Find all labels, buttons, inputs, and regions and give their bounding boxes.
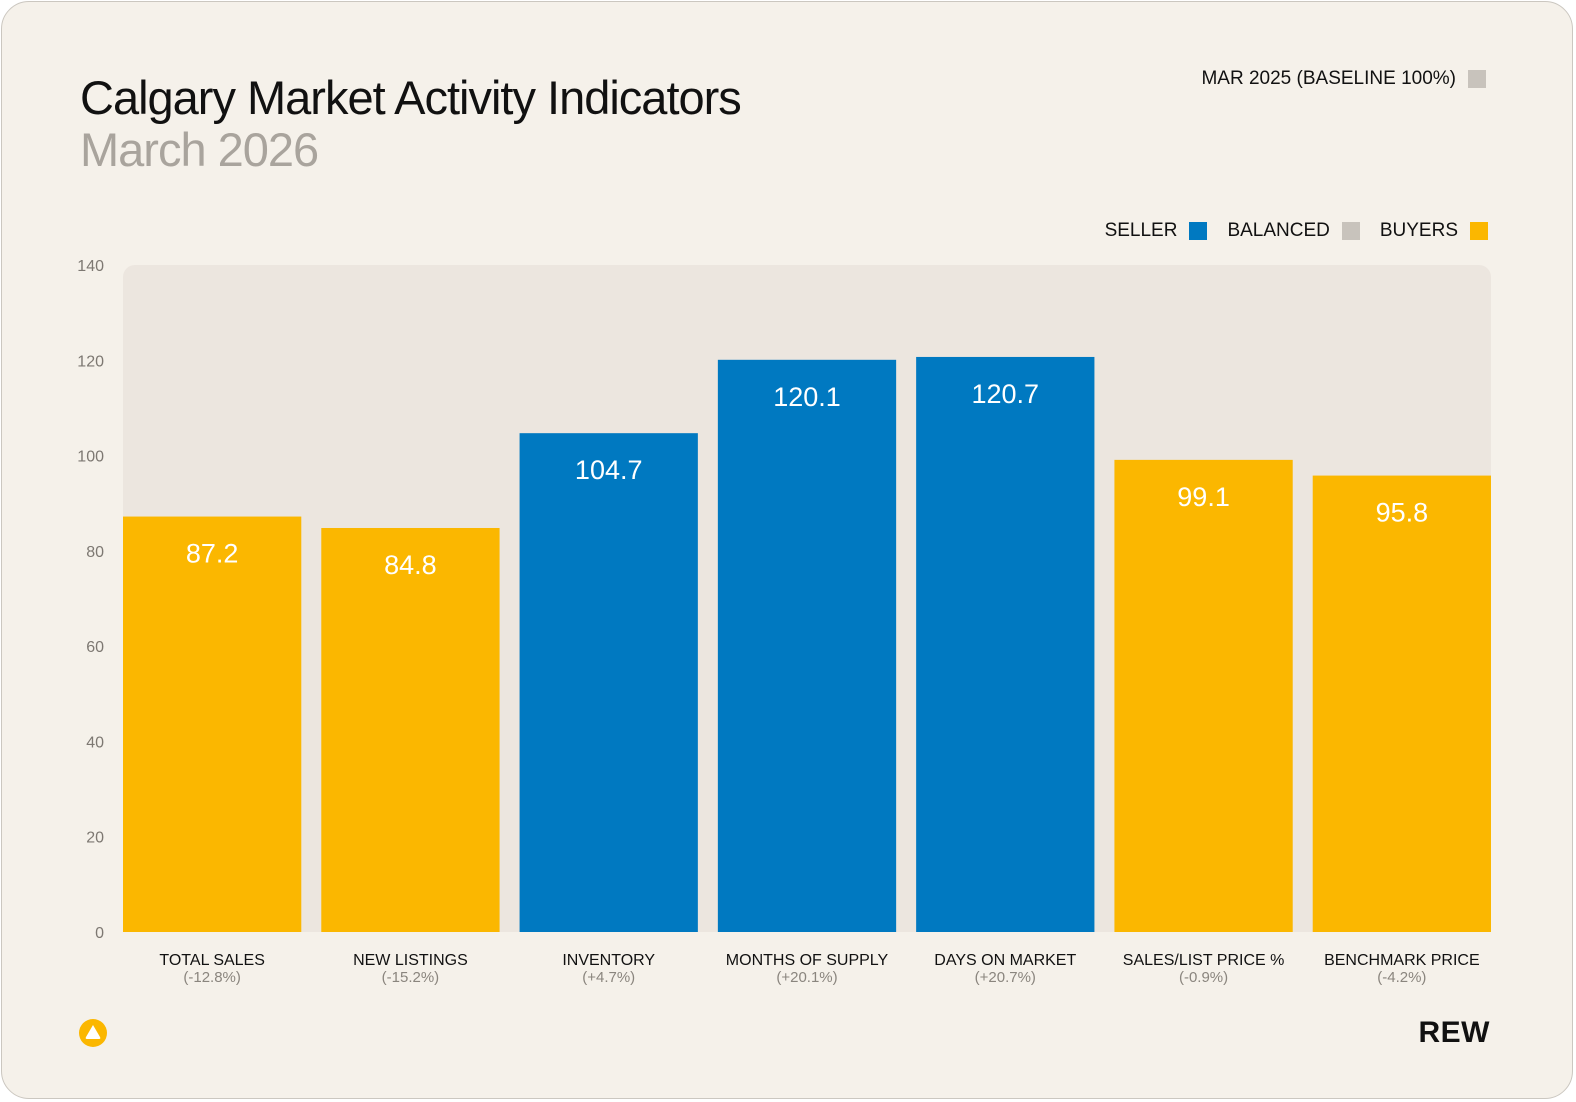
bar-value-label: 87.2: [186, 539, 239, 569]
y-tick-label: 40: [86, 734, 104, 751]
bar: [916, 356, 1095, 933]
y-tick-label: 60: [86, 639, 104, 656]
page-subtitle: March 2026: [80, 123, 319, 176]
x-category-label: MONTHS OF SUPPLY: [726, 952, 889, 969]
x-category-label: TOTAL SALES: [159, 952, 265, 969]
bar-value-label: 120.1: [773, 382, 841, 412]
legend-label-buyers: BUYERS: [1379, 220, 1458, 241]
bar-value-label: 84.8: [384, 550, 437, 580]
x-change-label: (-12.8%): [183, 969, 241, 986]
baseline-legend: MAR 2025 (BASELINE 100%): [1201, 68, 1486, 90]
bar-value-label: 104.7: [575, 455, 643, 485]
x-category-label: INVENTORY: [562, 952, 655, 969]
bar-value-label: 99.1: [1177, 482, 1230, 512]
legend-label-seller: SELLER: [1104, 220, 1178, 241]
bar-value-label: 120.7: [971, 379, 1039, 409]
y-tick-label: 100: [77, 449, 104, 466]
bar: [717, 359, 897, 932]
x-category-label: DAYS ON MARKET: [934, 952, 1076, 969]
rew-logo-icon: [79, 1019, 107, 1047]
bar: [1312, 475, 1491, 932]
x-category-label: NEW LISTINGS: [353, 952, 468, 969]
legend-swatch-seller: [1189, 222, 1208, 240]
legend-item-balanced: BALANCED: [1227, 220, 1360, 242]
x-change-label: (+20.1%): [776, 969, 837, 986]
x-category-label: SALES/LIST PRICE %: [1123, 952, 1285, 969]
x-change-label: (-4.2%): [1377, 969, 1426, 986]
x-category-label: BENCHMARK PRICE: [1324, 952, 1480, 969]
legend-item-seller: SELLER: [1105, 220, 1208, 242]
legend-swatch-buyers: [1470, 222, 1488, 240]
y-tick-label: 120: [77, 353, 104, 370]
bar: [123, 516, 302, 932]
x-change-label: (+20.7%): [975, 969, 1036, 986]
chart-legend: SELLER BALANCED BUYERS: [1105, 220, 1488, 242]
baseline-legend-label: MAR 2025 (BASELINE 100%): [1201, 68, 1456, 89]
brand-name: REW: [1418, 1016, 1490, 1049]
bar: [519, 433, 698, 932]
x-change-label: (-0.9%): [1179, 969, 1228, 986]
page-title: Calgary Market Activity Indicators: [80, 71, 742, 124]
baseline-swatch: [1468, 70, 1486, 88]
y-tick-label: 80: [86, 544, 104, 561]
x-change-label: (+4.7%): [582, 969, 635, 986]
x-change-label: (-15.2%): [382, 969, 440, 986]
legend-swatch-balanced: [1341, 222, 1360, 240]
legend-item-buyers: BUYERS: [1380, 220, 1488, 242]
y-tick-label: 20: [86, 830, 104, 847]
bar: [1114, 459, 1293, 932]
bar-value-label: 95.8: [1376, 498, 1429, 528]
bar: [321, 527, 500, 932]
legend-label-balanced: BALANCED: [1227, 220, 1330, 241]
y-tick-label: 140: [77, 258, 104, 275]
y-tick-label: 0: [95, 925, 104, 942]
